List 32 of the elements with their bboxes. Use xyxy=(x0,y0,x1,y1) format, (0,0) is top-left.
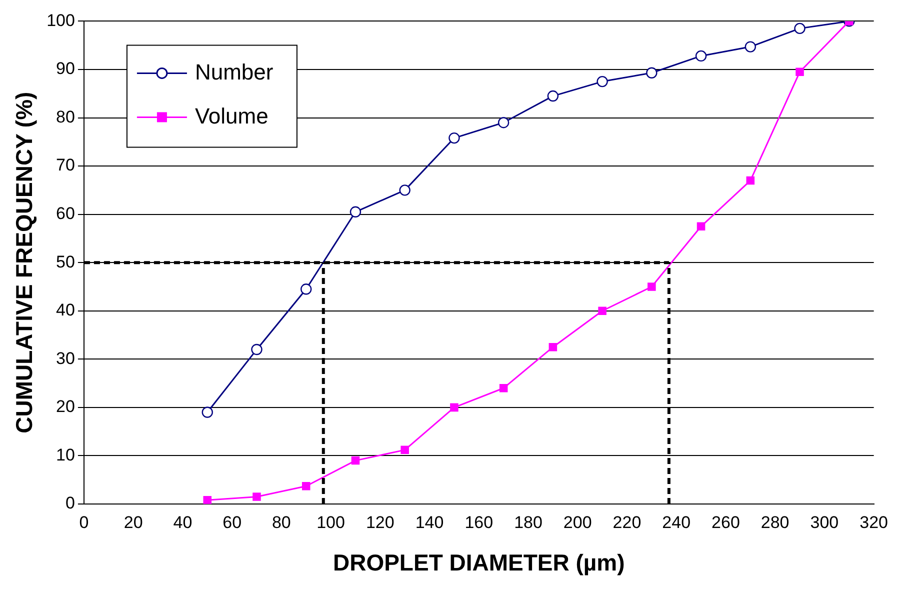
y-tick-label: 30 xyxy=(56,348,75,368)
legend-label: Volume xyxy=(194,103,268,128)
x-tick-label: 260 xyxy=(712,512,740,532)
y-tick-label: 0 xyxy=(65,494,75,513)
y-axis-title: CUMULATIVE FREQUENCY (%) xyxy=(11,92,38,434)
x-tick-label: 80 xyxy=(272,512,291,532)
x-tick-label: 0 xyxy=(79,512,89,532)
x-tick-label: 200 xyxy=(563,512,592,532)
y-tick-label: 70 xyxy=(56,156,75,175)
y-tick-label: 40 xyxy=(56,300,75,320)
x-tick-label: 40 xyxy=(173,512,192,532)
y-tick-label: 20 xyxy=(56,397,75,416)
x-tick-label: 20 xyxy=(124,512,143,532)
x-tick-label: 100 xyxy=(316,512,345,532)
x-tick-label: 180 xyxy=(514,512,542,532)
y-tick-label: 100 xyxy=(46,10,75,30)
y-tick-label: 50 xyxy=(56,252,75,272)
x-tick-label: 120 xyxy=(366,512,394,532)
x-axis-title: DROPLET DIAMETER (µm) xyxy=(332,550,625,576)
y-tick-label: 10 xyxy=(56,445,75,464)
x-tick-label: 220 xyxy=(612,512,642,532)
y-tick-label: 90 xyxy=(56,59,75,78)
x-tick-label: 60 xyxy=(222,512,242,532)
x-tick-label: 160 xyxy=(464,512,494,532)
x-tick-label: 300 xyxy=(810,512,839,532)
x-tick-label: 280 xyxy=(760,512,790,532)
y-tick-label: 60 xyxy=(56,204,75,224)
x-tick-label: 240 xyxy=(662,512,691,532)
x-tick-label: 140 xyxy=(415,512,444,532)
legend-label: Number xyxy=(194,59,274,84)
y-tick-label: 80 xyxy=(56,107,75,126)
x-tick-label: 320 xyxy=(860,512,888,532)
